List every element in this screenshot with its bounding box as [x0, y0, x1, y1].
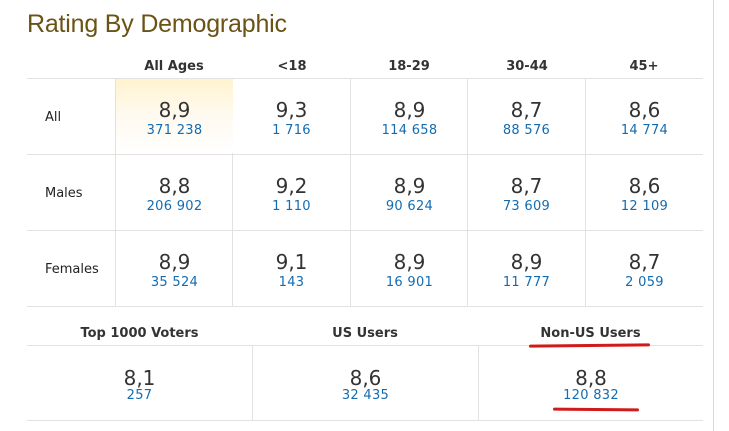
rating-cell-males-under-18: 9,2 1 110: [233, 155, 350, 229]
rating-value: 8,7: [510, 174, 543, 198]
rating-value: 8,9: [393, 250, 426, 274]
rating-cell-females-30-44: 8,9 11 777: [468, 231, 585, 305]
vote-count-link[interactable]: 143: [278, 275, 305, 290]
column-divider: [585, 78, 586, 306]
table-bottom-rule: [27, 306, 703, 307]
vote-count-link[interactable]: 12 109: [620, 199, 669, 214]
vote-count-link[interactable]: 32 435: [341, 388, 390, 403]
rating-cell-females-45-plus: 8,7 2 059: [586, 231, 703, 305]
rating-value: 8,6: [628, 174, 661, 198]
rating-cell-males-all-ages: 8,8 206 902: [116, 155, 233, 229]
vote-count-link[interactable]: 35 524: [150, 275, 199, 290]
rating-cell-males-30-44: 8,7 73 609: [468, 155, 585, 229]
rating-cell-females-18-29: 8,9 16 901: [351, 231, 468, 305]
rating-value: 9,2: [275, 174, 308, 198]
column-divider: [115, 78, 116, 306]
group-header-top-1000-voters: Top 1000 Voters: [80, 326, 199, 341]
rating-cell-females-all-ages: 8,9 35 524: [116, 231, 233, 305]
rating-value: 8,9: [393, 174, 426, 198]
rating-cell-all-all-ages: 8,9 371 238: [116, 79, 233, 153]
vote-count-link[interactable]: 73 609: [502, 199, 551, 214]
vote-count-link[interactable]: 1 716: [272, 123, 311, 138]
rating-value: 8,8: [575, 366, 607, 390]
column-divider: [478, 345, 479, 420]
col-header-under-18: <18: [277, 59, 307, 74]
rating-value: 8,9: [393, 98, 426, 122]
vote-count-link[interactable]: 2 059: [625, 275, 664, 290]
vote-count-link[interactable]: 14 774: [620, 123, 669, 138]
vote-count-link[interactable]: 206 902: [146, 199, 203, 214]
column-divider: [350, 78, 351, 306]
vote-count-link[interactable]: 11 777: [502, 275, 551, 290]
vote-count-link[interactable]: 120 832: [563, 388, 619, 403]
rating-cell-all-under-18: 9,3 1 716: [233, 79, 350, 153]
vote-count-link[interactable]: 114 658: [381, 123, 438, 138]
rating-value: 8,9: [158, 250, 191, 274]
rating-cell-males-45-plus: 8,6 12 109: [586, 155, 703, 229]
col-header-all-ages: All Ages: [144, 59, 204, 74]
rating-cell-us-users: 8,6 32 435: [253, 346, 478, 420]
rating-value: 8,7: [510, 98, 543, 122]
row-divider: [27, 154, 703, 155]
row-label-males: Males: [45, 186, 83, 201]
col-header-45-plus: 45+: [629, 59, 659, 74]
row-divider: [27, 230, 703, 231]
vote-count-link[interactable]: 90 624: [385, 199, 434, 214]
vote-count-link[interactable]: 257: [126, 388, 153, 403]
group-header-us-users: US Users: [332, 326, 398, 341]
rating-cell-top-1000-voters: 8,1 257: [27, 346, 252, 420]
rating-value: 8,8: [158, 174, 191, 198]
column-divider: [252, 345, 253, 420]
rating-value: 8,9: [158, 98, 191, 122]
section-title: Rating By Demographic: [27, 10, 287, 38]
vote-count-link[interactable]: 88 576: [502, 123, 551, 138]
row-label-all: All: [45, 110, 62, 125]
rating-value: 9,1: [275, 250, 308, 274]
rating-value: 8,9: [510, 250, 543, 274]
vote-count-link[interactable]: 371 238: [146, 123, 203, 138]
column-divider: [467, 78, 468, 306]
rating-value: 9,3: [275, 98, 308, 122]
vote-count-link[interactable]: 16 901: [385, 275, 434, 290]
panel-right-border: [713, 0, 714, 431]
rating-value: 8,6: [628, 98, 661, 122]
rating-cell-females-under-18: 9,1 143: [233, 231, 350, 305]
column-divider: [232, 78, 233, 306]
rating-cell-all-18-29: 8,9 114 658: [351, 79, 468, 153]
table-top-rule: [27, 78, 703, 79]
rating-cell-all-45-plus: 8,6 14 774: [586, 79, 703, 153]
rating-value: 8,1: [123, 366, 156, 390]
rating-cell-all-30-44: 8,7 88 576: [468, 79, 585, 153]
row-label-females: Females: [45, 262, 99, 277]
vote-count-link[interactable]: 1 110: [272, 199, 311, 214]
group-table-bottom-rule: [27, 420, 703, 421]
group-table-top-rule: [27, 345, 703, 346]
rating-cell-non-us-users: 8,8 120 832: [479, 346, 703, 420]
col-header-18-29: 18-29: [388, 59, 430, 74]
group-header-non-us-users: Non-US Users: [540, 326, 641, 341]
rating-value: 8,6: [349, 366, 382, 390]
rating-value: 8,7: [628, 250, 661, 274]
col-header-30-44: 30-44: [506, 59, 548, 74]
rating-cell-males-18-29: 8,9 90 624: [351, 155, 468, 229]
